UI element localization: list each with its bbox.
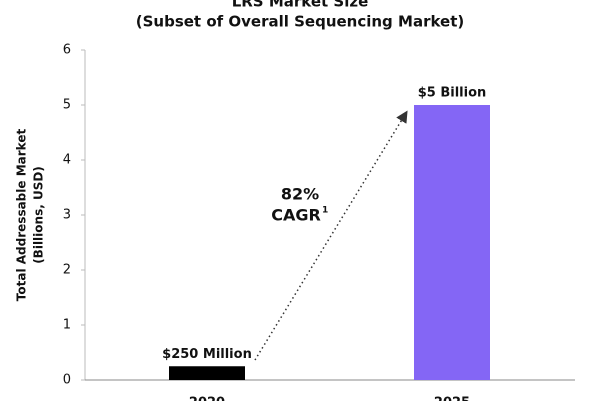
cagr-arrow <box>254 110 408 361</box>
x-tick-label: 2020 <box>189 396 225 401</box>
bar <box>169 366 245 380</box>
chart-subtitle: (Subset of Overall Sequencing Market) <box>136 13 464 31</box>
y-axis-label: Total Addressable Market (Billions, USD) <box>15 129 46 302</box>
cagr-text: CAGR <box>271 206 321 225</box>
cagr-rate: 82% <box>281 185 319 204</box>
y-tick-label: 5 <box>63 98 71 113</box>
y-tick-label: 6 <box>63 43 71 58</box>
y-tick-label: 2 <box>63 263 71 278</box>
y-tick-label: 0 <box>63 373 71 388</box>
data-label: $5 Billion <box>418 86 487 101</box>
y-tick-label: 4 <box>63 153 71 168</box>
chart-title: LRS Market Size <box>232 0 369 11</box>
y-label-line: Total Addressable Market <box>15 129 29 302</box>
y-tick-label: 1 <box>63 318 71 333</box>
x-tick-label: 2025 <box>434 396 470 401</box>
y-tick-label: 3 <box>63 208 71 223</box>
y-label-line: (Billions, USD) <box>32 166 46 264</box>
footnote-mark: 1 <box>322 206 328 216</box>
data-label: $250 Million <box>162 347 252 362</box>
bar <box>414 105 490 380</box>
